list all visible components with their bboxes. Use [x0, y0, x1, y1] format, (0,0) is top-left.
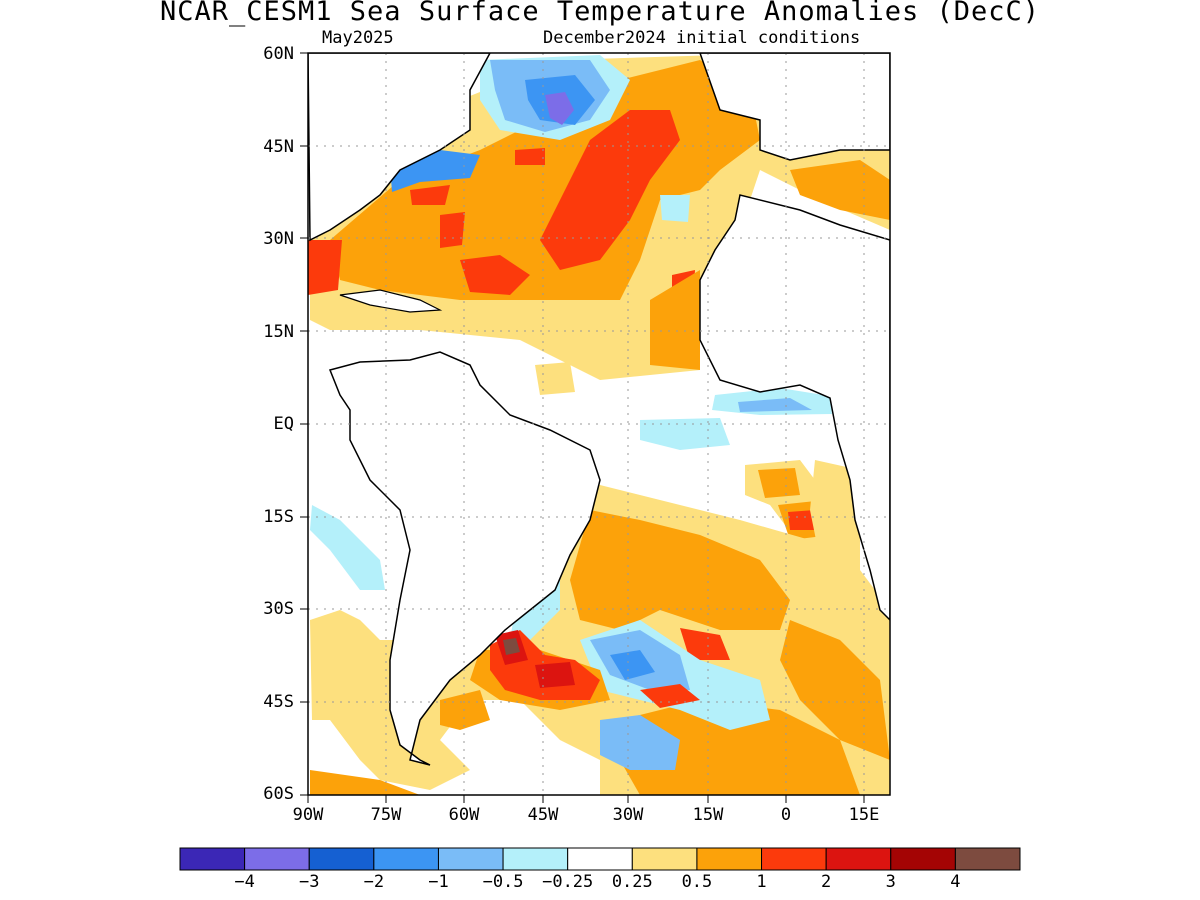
colorbar-label: −4 [234, 872, 255, 892]
lat-label-30n: 30N [263, 229, 294, 249]
lat-label-45n: 45N [263, 137, 294, 157]
anomaly-region [545, 92, 574, 125]
colorbar-swatch [696, 847, 763, 871]
anomaly-region [410, 185, 450, 205]
anomaly-region [540, 110, 680, 270]
anomaly-region [790, 160, 890, 220]
lat-label-eq: EQ [273, 414, 294, 434]
anomaly-region [758, 468, 800, 498]
lon-label-15w: 15W [692, 805, 724, 825]
colorbar-swatch [179, 847, 246, 871]
colorbar-swatch [761, 847, 827, 871]
graticule [308, 53, 890, 795]
anomaly-region [440, 212, 465, 248]
colorbar-swatch [244, 847, 310, 871]
colorbar-swatch [825, 847, 892, 871]
colorbar-label: −1 [428, 872, 449, 892]
lat-label-15n: 15N [263, 322, 294, 342]
anomaly-field [308, 55, 890, 795]
colorbar-label: 4 [950, 872, 961, 892]
anomaly-region [310, 505, 385, 590]
colorbar-label: 1 [756, 872, 767, 892]
colorbar-label: 0.5 [681, 872, 713, 892]
land-mask [308, 53, 890, 766]
lon-label-30w: 30W [612, 805, 644, 825]
colorbar-swatch [567, 847, 633, 871]
land-cuba [339, 289, 443, 313]
anomaly-region [620, 700, 860, 795]
lon-label-90w: 90W [292, 805, 324, 825]
anomaly-region [440, 690, 490, 730]
anomaly-region [610, 650, 655, 680]
lat-label-30s: 30S [263, 599, 294, 619]
initial-conditions: December2024 initial conditions [543, 28, 861, 48]
colorbar-label: −3 [298, 872, 320, 892]
anomaly-region [780, 620, 890, 760]
land-north-america [308, 53, 491, 242]
anomaly-region [503, 638, 520, 655]
lat-label-45s: 45S [263, 692, 294, 712]
colorbar-label: −0.5 [482, 872, 524, 892]
colorbar-label: 2 [821, 872, 832, 892]
anomaly-region [570, 510, 790, 630]
lon-label-75w: 75W [370, 805, 402, 825]
colorbar-swatch [502, 847, 569, 871]
colorbar-swatch [890, 847, 956, 871]
anomaly-region [788, 510, 815, 530]
colorbar-swatch [373, 847, 439, 871]
colorbar-label: 3 [885, 872, 896, 892]
lon-label-45w: 45W [527, 805, 559, 825]
anomaly-region [535, 662, 575, 688]
lon-label-15e: 15E [848, 805, 880, 825]
axis-ticks [300, 52, 865, 803]
anomaly-region [738, 398, 812, 412]
lat-label-15s: 15S [263, 507, 294, 527]
anomaly-region [640, 418, 730, 450]
colorbar-label: −0.25 [542, 872, 594, 892]
land-africa [699, 194, 890, 622]
anomaly-region [515, 148, 545, 165]
anomaly-region [650, 270, 700, 370]
colorbar-label: 0.25 [611, 872, 653, 892]
forecast-month: May2025 [322, 28, 394, 48]
colorbar-swatch [437, 847, 504, 871]
anomaly-region [600, 715, 680, 770]
colorbar [179, 847, 1021, 871]
colorbar-label: −2 [363, 872, 385, 892]
map-title: NCAR_CESM1 Sea Surface Temperature Anoma… [159, 0, 1041, 27]
map-frame [307, 52, 891, 796]
lon-label-60w: 60W [448, 805, 480, 825]
anomaly-region [660, 195, 690, 222]
lat-label-60s: 60S [263, 784, 294, 804]
colorbar-swatch [308, 847, 375, 871]
lat-label-60n: 60N [263, 44, 294, 64]
anomaly-region [308, 240, 342, 295]
colorbar-swatch [954, 847, 1021, 871]
land-europe [699, 53, 890, 161]
anomaly-region [460, 255, 530, 295]
anomaly-region [310, 770, 420, 795]
lon-label-0: 0 [780, 805, 792, 825]
anomaly-region [535, 362, 575, 395]
colorbar-swatch [631, 847, 698, 871]
anomaly-region [680, 628, 730, 660]
land-south-america [328, 351, 601, 766]
